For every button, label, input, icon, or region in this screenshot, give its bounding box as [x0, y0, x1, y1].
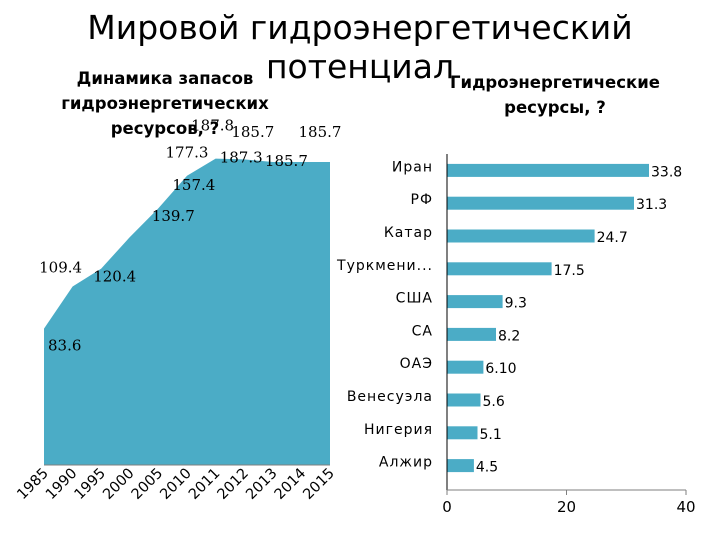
bar — [447, 426, 478, 440]
bar-category-label: Алжир — [379, 455, 433, 471]
area-year-label: 2000 — [100, 466, 137, 503]
bar — [447, 163, 649, 177]
bar-category-label: США — [396, 291, 433, 307]
bar — [447, 229, 595, 243]
bar-category-label: ОАЭ — [400, 356, 433, 372]
area-year-label: 2010 — [157, 466, 194, 503]
area-data-label: 185.7 — [299, 123, 342, 141]
area-year-label: 1995 — [72, 466, 109, 503]
area-data-label: 185.7 — [265, 152, 308, 170]
area-data-label: 177.3 — [166, 144, 209, 162]
bar-value-label: 31.3 — [636, 197, 667, 213]
bar-value-label: 24.7 — [597, 230, 628, 246]
bar-value-label: 5.1 — [480, 427, 502, 443]
area-data-label: 157.4 — [172, 176, 215, 194]
area-year-label: 1985 — [14, 466, 51, 503]
area-data-label: 120.4 — [93, 268, 136, 286]
bar — [447, 327, 496, 341]
bar-x-tick-label: 40 — [676, 498, 695, 516]
bar-value-label: 6.10 — [485, 361, 516, 377]
bar-category-label: СА — [412, 323, 433, 339]
area-year-label: 2013 — [243, 466, 280, 503]
bar-category-label: РФ — [411, 192, 434, 208]
area-year-label: 2011 — [186, 466, 223, 503]
area-year-label: 2012 — [215, 466, 252, 503]
bar — [447, 459, 474, 473]
area-chart-title: Динамика запасов гидроэнергетических рес… — [61, 69, 269, 138]
bar — [447, 262, 552, 276]
bar-chart-title: Гидроэнергетические ресурсы, ? — [450, 73, 660, 117]
area-data-label: 109.4 — [39, 259, 82, 277]
page-title: Мировой гидроэнергетический потенциал — [87, 8, 633, 86]
area-year-label: 2014 — [272, 466, 309, 503]
bar-category-label: Венесуэла — [347, 389, 433, 405]
area-year-label: 1990 — [43, 466, 80, 503]
bar-value-label: 8.2 — [498, 328, 520, 344]
bar-x-tick-label: 0 — [442, 498, 452, 516]
area-year-label: 2015 — [300, 466, 337, 503]
area-data-label: 83.6 — [48, 337, 81, 355]
bar — [447, 295, 503, 309]
bar-value-label: 33.8 — [651, 164, 682, 180]
area-year-label: 2005 — [129, 466, 166, 503]
bar-category-label: Иран — [392, 159, 433, 175]
bar — [447, 196, 634, 210]
area-data-label: 185.7 — [231, 123, 274, 141]
bar-value-label: 17.5 — [554, 263, 585, 279]
area-data-label: 187.8 — [191, 117, 234, 135]
area-data-label: 139.7 — [152, 207, 195, 225]
bar-x-tick-label: 20 — [557, 498, 576, 516]
bar-value-label: 9.3 — [505, 296, 527, 312]
bar-value-label: 4.5 — [476, 460, 498, 476]
bar-category-label: Нигерия — [364, 422, 433, 438]
area-series — [44, 158, 330, 465]
area-data-label: 187.3 — [220, 148, 263, 166]
bar-value-label: 5.6 — [483, 394, 505, 410]
bar-category-label: Туркмени... — [336, 258, 433, 274]
bar-category-label: Катар — [384, 225, 433, 241]
bar — [447, 393, 481, 407]
bar — [447, 360, 484, 374]
